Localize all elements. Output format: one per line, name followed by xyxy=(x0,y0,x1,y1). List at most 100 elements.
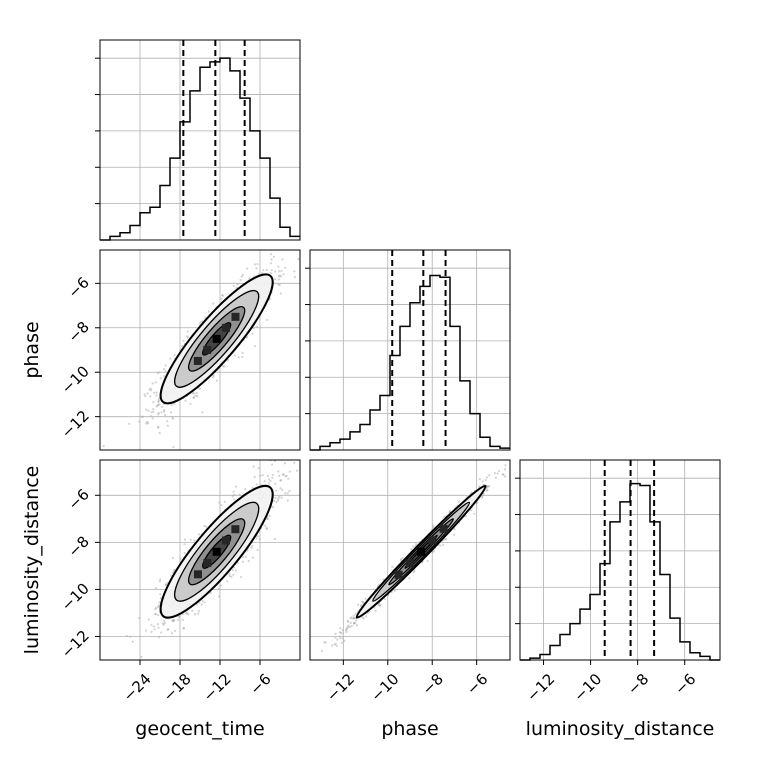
scatter-point xyxy=(255,537,258,540)
scatter-point xyxy=(153,628,156,631)
scatter-point xyxy=(169,411,173,414)
x-axis-label-geocent_time: geocent_time xyxy=(135,718,264,740)
scatter-point xyxy=(352,617,355,620)
x-tick-label: −6 xyxy=(463,670,491,698)
scatter-point xyxy=(504,464,507,467)
scatter-point xyxy=(144,629,148,632)
scatter-point xyxy=(323,640,326,644)
scatter-point xyxy=(399,558,403,561)
density-block xyxy=(417,547,426,556)
scatter-point xyxy=(458,500,461,503)
scatter-point xyxy=(152,410,155,413)
scatter-point xyxy=(401,556,404,560)
scatter-point xyxy=(250,546,253,549)
scatter-point xyxy=(496,472,499,475)
scatter-point xyxy=(410,548,413,551)
scatter-point xyxy=(464,514,467,518)
scatter-point xyxy=(151,417,154,420)
scatter-point xyxy=(171,417,174,420)
scatter-point xyxy=(220,504,223,507)
scatter-point xyxy=(296,469,299,472)
scatter-point xyxy=(338,631,341,634)
scatter-point xyxy=(160,631,163,634)
density-block xyxy=(231,312,240,321)
scatter-point xyxy=(166,420,169,423)
x-tick-label: −12 xyxy=(200,670,235,705)
scatter-point xyxy=(147,409,150,412)
scatter-point xyxy=(154,607,158,610)
scatter-point xyxy=(131,640,134,643)
scatter-point xyxy=(169,357,172,360)
x-tick-label: −18 xyxy=(160,670,195,705)
scatter-point xyxy=(244,488,247,491)
scatter-point xyxy=(163,375,166,378)
scatter-point xyxy=(231,569,235,572)
scatter-point xyxy=(173,568,176,571)
scatter-point xyxy=(274,270,277,273)
scatter-point xyxy=(355,619,358,622)
scatter-point xyxy=(279,479,282,482)
scatter-point xyxy=(330,644,334,647)
density-block xyxy=(212,334,221,343)
scatter-point xyxy=(274,482,277,485)
scatter-point xyxy=(478,478,481,481)
scatter-point xyxy=(242,555,245,559)
scatter-point xyxy=(361,616,364,619)
scatter-point xyxy=(271,506,274,509)
scatter-point xyxy=(155,394,158,397)
scatter-point xyxy=(131,665,133,667)
scatter-point xyxy=(265,268,269,272)
x-tick-label: −12 xyxy=(323,670,358,705)
scatter-point xyxy=(231,495,234,498)
scatter-point xyxy=(355,624,359,627)
scatter-point xyxy=(164,583,167,587)
scatter-point xyxy=(173,353,176,357)
scatter-point xyxy=(159,377,162,380)
scatter-point xyxy=(350,616,353,619)
density-block xyxy=(222,536,231,545)
x-tick-label: −8 xyxy=(624,670,652,698)
scatter-point xyxy=(164,370,167,373)
scatter-point xyxy=(275,489,278,492)
scatter-point xyxy=(146,420,149,424)
scatter-point xyxy=(241,351,244,354)
scatter-point xyxy=(220,297,223,300)
y-tick-label: −8 xyxy=(64,318,92,346)
scatter-point xyxy=(443,515,446,519)
scatter-point xyxy=(274,497,277,500)
scatter-point xyxy=(182,627,185,630)
scatter-point xyxy=(253,263,257,266)
scatter-point xyxy=(277,275,281,278)
scatter-point xyxy=(182,627,186,630)
scatter-point xyxy=(156,622,159,626)
scatter-point xyxy=(221,365,224,368)
scatter-point xyxy=(164,364,167,367)
scatter-point xyxy=(183,551,186,555)
scatter-point xyxy=(357,603,360,606)
scatter-point xyxy=(354,612,357,616)
scatter-point xyxy=(383,598,386,601)
scatter-point xyxy=(339,637,342,640)
scatter-point xyxy=(161,622,165,625)
scatter-point xyxy=(518,450,520,452)
y-tick-label: −6 xyxy=(64,273,92,301)
density-block xyxy=(203,559,212,568)
scatter-point xyxy=(360,604,363,607)
scatter-point xyxy=(448,509,451,513)
scatter-point xyxy=(364,598,367,601)
scatter-point xyxy=(266,474,269,477)
scatter-point xyxy=(484,479,487,482)
scatter-point xyxy=(346,627,349,630)
scatter-point xyxy=(158,403,161,406)
panel-frame xyxy=(99,39,301,241)
scatter-point xyxy=(374,609,377,612)
scatter-point xyxy=(288,470,291,473)
scatter-point xyxy=(143,393,146,396)
scatter-point xyxy=(297,258,300,261)
scatter-point xyxy=(470,509,473,512)
scatter-point xyxy=(269,479,272,482)
scatter-point xyxy=(273,460,276,463)
scatter-point xyxy=(280,496,283,499)
histogram-luminosity_distance xyxy=(520,482,720,661)
scatter-point xyxy=(155,391,158,394)
